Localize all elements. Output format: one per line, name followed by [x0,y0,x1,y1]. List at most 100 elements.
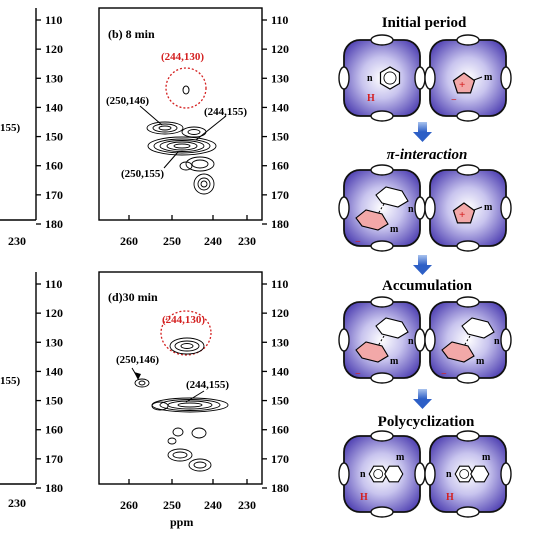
schematic: Initial period π-interaction Accumulatio… [338,15,512,518]
left-bottom-y-tick-label: 110 [45,277,62,291]
down-arrow-2 [413,255,432,275]
cyclopentenyl-cation-icon [452,202,476,224]
panel-b-y-tick-label: 180 [271,217,289,231]
panel-b-x-tick-label: 230 [238,234,256,248]
panel-d-x-axis: 260 250 240 230 [120,479,256,512]
proton-label: H [446,492,454,503]
n-label: n [408,336,414,347]
panel-b-y-tick-label: 150 [271,130,289,144]
left-top-y-tick-label: 130 [45,71,63,85]
left-bottom-y-tick-label: 180 [45,481,63,495]
m-label: m [484,72,493,83]
panel-d-y-tick-label: 110 [271,277,288,291]
panel-b-x-tick-label: 240 [204,234,222,248]
left-top-y-axis: 110 120 130 140 150 160 170 180 [36,13,63,231]
left-bottom-y-tick-label: 130 [45,335,63,349]
left-bottom-y-tick-label: 150 [45,394,63,408]
panel-d-red-circle [160,310,212,356]
carbocation-ring-icon [355,341,389,363]
panel-b-y-tick-label: 160 [271,159,289,173]
zeolite-cage: +m [424,164,512,252]
m-label: m [482,452,491,463]
left-top-y-tick-label: 150 [45,130,63,144]
left-top-y-tick-label: 160 [45,159,63,173]
panel-d-y-tick-label: 120 [271,306,289,320]
left-top-label: 155) [0,122,21,134]
n-label: n [408,204,414,215]
zeolite-cage: + m − [424,34,512,122]
zeolite-cage: nm − [338,164,426,252]
stage-title-1: Initial period [382,15,467,31]
n-label: n [367,73,373,84]
stage-title-3: Accumulation [382,278,473,294]
left-top-tick: 230 [8,234,26,248]
left-top-y-tick-label: 110 [45,13,62,27]
panel-b-y-tick-label: 120 [271,42,289,56]
panel-d-y-tick-label: 150 [271,394,289,408]
m-label: m [484,202,493,213]
panel-d-y-tick-label: 140 [271,364,289,378]
panel-b-contours [146,121,217,195]
panel-b-red-label: (244,130) [161,51,204,63]
left-top-y-tick-label: 140 [45,100,63,114]
panel-b-x-axis: 260 250 240 230 [120,215,256,248]
negative-charge-label: − [441,369,447,380]
panel-b: (b) 8 min (244,130) (250,146) (244,155 [98,7,263,221]
stage-title-4: Polycyclization [378,414,475,430]
panel-d-x-tick-label: 250 [163,498,181,512]
panel-d-y-tick-label: 180 [271,481,289,495]
m-label: m [396,452,405,463]
panel-d: (d)30 min (244,130) (250,146) (244,1 [98,271,263,485]
panel-b-x-tick-label: 260 [120,234,138,248]
panel-d-y-tick-label: 170 [271,452,289,466]
zeolite-cage: nH [338,34,426,122]
panel-b-y-axis: 110 120 130 140 150 160 170 180 [262,13,289,231]
x-axis-label: ppm [170,515,193,529]
m-label: m [476,356,485,367]
zeolite-cage: nm − [338,296,426,384]
aromatic-ring-icon [461,317,495,339]
left-bottom-y-tick-label: 170 [45,452,63,466]
panel-d-label-2: (244,155) [186,379,229,391]
panel-b-title: (b) 8 min [108,27,155,41]
panel-d-y-tick-label: 160 [271,423,289,437]
negative-charge-label: − [451,95,457,106]
down-arrow-1 [413,122,432,142]
stage-title-2: π-interaction [387,147,468,163]
left-bottom-tick: 230 [8,496,26,510]
n-label: n [446,469,452,480]
n-label: n [360,469,366,480]
panel-b-label-3: (250,155) [121,168,164,180]
left-top-y-tick-label: 180 [45,217,63,231]
down-arrow-3 [413,389,432,409]
carbocation-ring-icon [441,341,475,363]
panel-b-y-tick-label: 130 [271,71,289,85]
svg-text:+: + [459,79,465,91]
benzene-ring-icon [379,66,401,90]
cyclopentenyl-cation-icon [452,72,476,94]
n-label: n [494,336,500,347]
zeolite-cage: n m H [338,430,426,518]
panel-d-frame [98,271,263,485]
panel-d-red-label: (244,130) [162,314,205,326]
panel-b-frame [98,7,263,221]
zeolite-cage: nm − [424,296,512,384]
proton-label: H [367,93,375,104]
left-top-y-tick-label: 120 [45,42,63,56]
left-bottom-y-tick-label: 120 [45,306,63,320]
panel-d-title: (d)30 min [108,290,158,304]
left-partial-panels: 155) 230 155) 230 [0,8,37,510]
panel-d-x-tick-label: 230 [238,498,256,512]
m-label: m [390,356,399,367]
panel-d-label-1: (250,146) [116,354,159,366]
carbocation-ring-icon [355,209,389,231]
panel-d-x-tick-label: 260 [120,498,138,512]
panel-b-y-tick-label: 170 [271,188,289,202]
panel-d-x-tick-label: 240 [204,498,222,512]
panel-b-red-circle [165,67,207,109]
panel-b-label-2: (244,155) [204,106,247,118]
panel-b-y-tick-label: 140 [271,100,289,114]
left-bottom-y-axis: 110 120 130 140 150 160 170 180 [36,277,63,495]
panel-d-y-tick-label: 130 [271,335,289,349]
